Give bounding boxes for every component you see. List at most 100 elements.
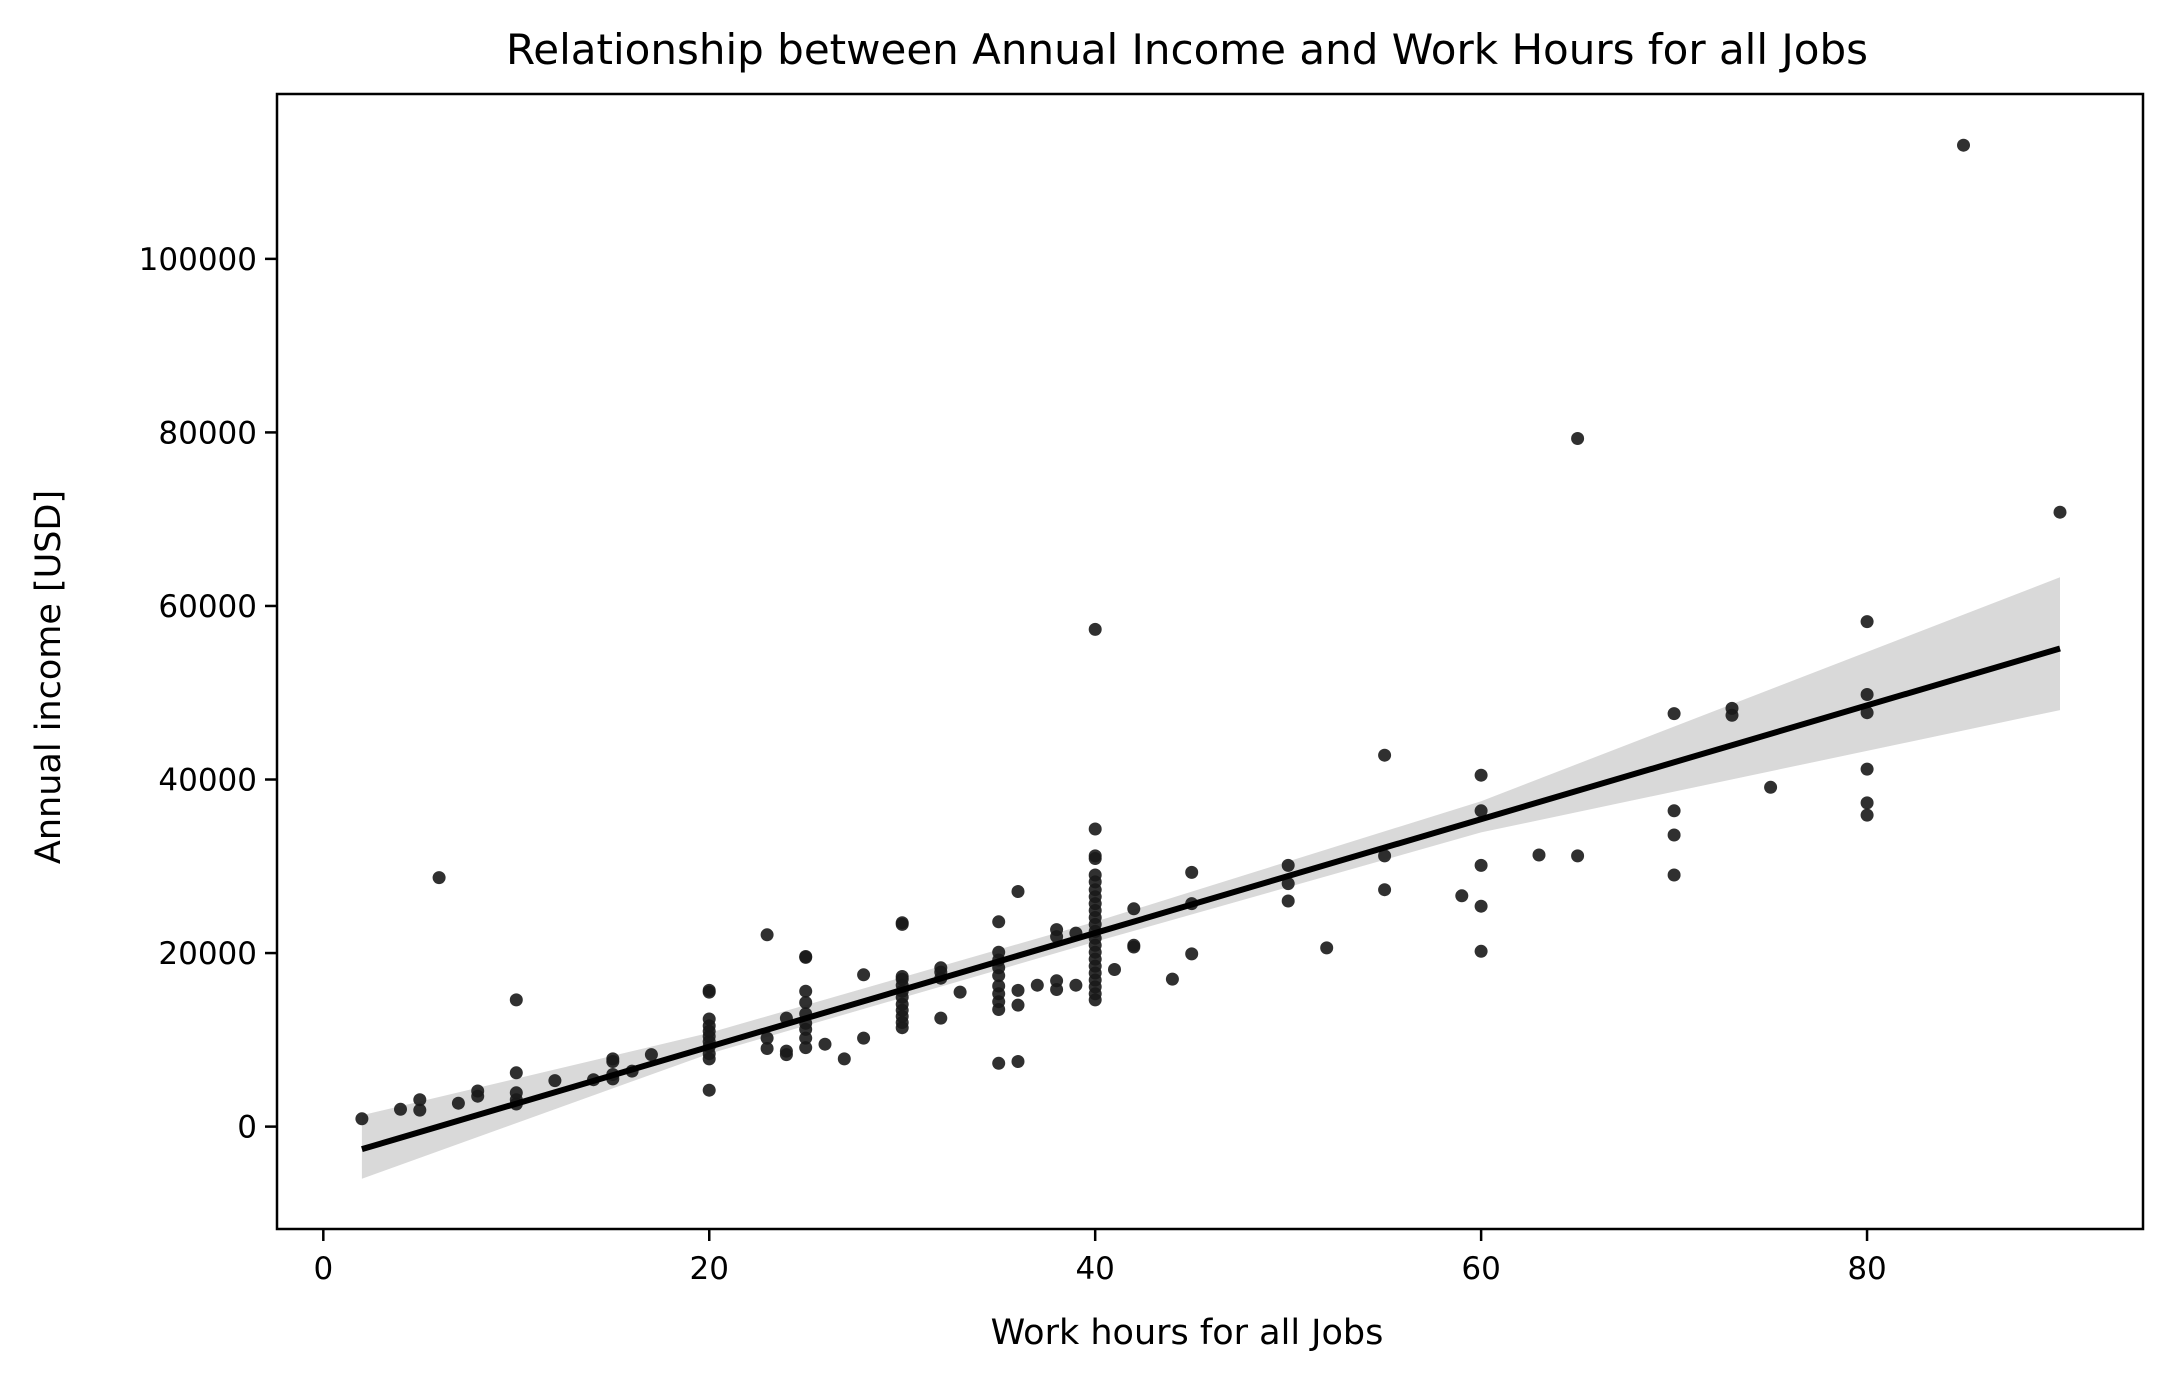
data-point-132: [1474, 768, 1488, 782]
data-point-31: [702, 983, 716, 997]
y-tick-label-100000: 100000: [139, 242, 257, 278]
data-point-109: [1088, 849, 1102, 863]
data-point-122: [1281, 858, 1295, 872]
data-point-49: [857, 1031, 871, 1045]
data-point-50: [857, 968, 871, 982]
data-point-120: [1281, 894, 1295, 908]
chart-title: Relationship between Annual Income and W…: [506, 25, 1868, 74]
data-point-126: [1378, 748, 1392, 762]
data-point-135: [1571, 432, 1585, 445]
data-point-143: [1860, 808, 1874, 822]
data-point-138: [1667, 804, 1681, 818]
y-tick-label-60000: 60000: [158, 589, 257, 625]
data-point-48: [837, 1052, 851, 1066]
data-point-80: [1011, 983, 1025, 997]
data-point-128: [1474, 944, 1488, 958]
data-point-79: [1011, 998, 1025, 1012]
data-point-3: [413, 1093, 427, 1107]
data-point-38: [799, 1041, 813, 1055]
data-point-139: [1667, 707, 1681, 721]
data-point-84: [1050, 974, 1064, 988]
regression-line: [361, 645, 2061, 1153]
data-point-127: [1455, 889, 1469, 903]
data-point-82: [1030, 978, 1044, 992]
data-point-136: [1667, 868, 1681, 882]
data-point-148: [1860, 615, 1874, 629]
data-point-12: [509, 993, 523, 1007]
confidence-band: [361, 577, 2060, 1179]
data-point-125: [1378, 849, 1392, 863]
data-point-149: [1957, 138, 1970, 152]
data-point-60: [895, 970, 909, 983]
data-point-43: [799, 996, 813, 1009]
y-tick-label-80000: 80000: [158, 415, 257, 451]
data-point-137: [1667, 828, 1681, 842]
plot-area: [355, 138, 2067, 1179]
data-point-21: [702, 1083, 716, 1097]
x-tick-label-40: 40: [1075, 1251, 1114, 1287]
data-point-77: [992, 915, 1006, 929]
data-point-119: [1185, 865, 1199, 879]
data-point-4: [432, 871, 446, 885]
data-point-46: [799, 950, 813, 963]
y-tick-label-40000: 40000: [158, 763, 257, 799]
data-point-20: [644, 1048, 658, 1062]
data-point-63: [934, 1011, 948, 1025]
data-point-78: [1011, 1055, 1025, 1068]
data-point-1: [394, 1102, 407, 1116]
data-point-68: [992, 1056, 1006, 1070]
data-point-117: [1185, 947, 1199, 961]
data-point-11: [509, 1066, 523, 1080]
axes-frame: [275, 92, 2145, 1231]
data-point-18: [606, 1052, 620, 1066]
data-point-81: [1011, 885, 1025, 898]
y-axis-label: Annual income [USD]: [29, 490, 69, 864]
data-point-29: [702, 1012, 716, 1026]
data-point-124: [1378, 883, 1392, 897]
data-point-129: [1474, 899, 1488, 913]
data-point-62: [895, 916, 909, 930]
x-tick-label-80: 80: [1847, 1251, 1886, 1287]
data-point-72: [992, 979, 1006, 993]
data-point-150: [2053, 505, 2067, 519]
data-point-134: [1571, 849, 1585, 863]
data-point-144: [1860, 796, 1874, 810]
data-point-36: [779, 1044, 793, 1058]
data-point-114: [1127, 938, 1141, 952]
data-point-87: [1069, 978, 1083, 992]
data-point-110: [1088, 822, 1102, 836]
data-point-86: [1050, 923, 1064, 937]
data-point-13: [548, 1074, 562, 1088]
x-axis-label: Work hours for all Jobs: [991, 1313, 1384, 1353]
data-point-0: [355, 1112, 369, 1126]
data-point-121: [1281, 877, 1295, 891]
data-point-123: [1320, 941, 1334, 955]
data-point-44: [799, 984, 813, 998]
data-point-67: [953, 985, 967, 999]
data-point-147: [1860, 688, 1874, 701]
data-point-5: [451, 1096, 465, 1110]
x-tick-label-0: 0: [313, 1251, 333, 1287]
data-point-130: [1474, 858, 1488, 872]
data-point-145: [1860, 762, 1874, 776]
y-tick-label-20000: 20000: [158, 936, 257, 972]
data-point-32: [760, 1042, 774, 1055]
data-point-76: [992, 945, 1006, 959]
data-point-47: [818, 1037, 832, 1051]
data-point-111: [1088, 622, 1102, 636]
data-point-115: [1127, 902, 1141, 916]
data-point-141: [1725, 701, 1739, 715]
data-point-107: [1088, 868, 1102, 882]
x-tick-label-60: 60: [1461, 1251, 1500, 1287]
data-point-66: [934, 961, 948, 975]
data-point-10: [509, 1086, 523, 1100]
data-point-131: [1474, 804, 1488, 818]
x-tick-label-20: 20: [690, 1251, 729, 1287]
data-point-7: [471, 1084, 485, 1098]
y-tick-label-0: 0: [237, 1110, 257, 1146]
data-point-116: [1165, 972, 1179, 986]
data-point-2: [413, 1103, 427, 1117]
axes: 0 20 40 60 80 0 20000 40000 60000 80000 100000: [139, 92, 2145, 1287]
data-point-142: [1764, 780, 1778, 794]
